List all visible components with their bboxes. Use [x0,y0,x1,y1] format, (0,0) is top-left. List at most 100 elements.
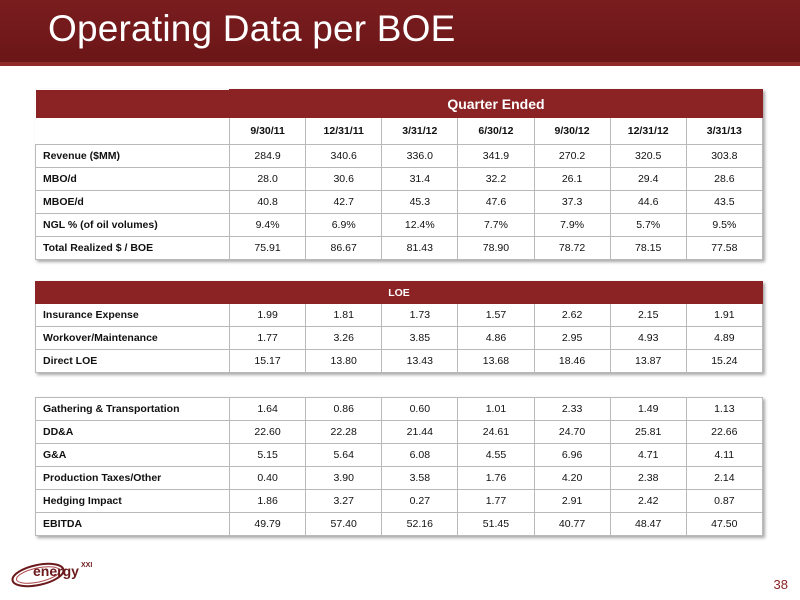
table-cell: 86.67 [305,236,383,260]
table-cell: 270.2 [533,144,611,168]
table-row: G&A 5.15 5.64 6.08 4.55 6.96 4.71 4.11 [35,443,763,467]
table-cell: 1.49 [609,397,687,421]
row-label: Production Taxes/Other [35,466,230,490]
table-cell: 40.77 [533,512,611,536]
dates-spacer [35,117,230,145]
table-cell: 4.55 [457,443,535,467]
table-cell: 13.87 [609,349,687,373]
operating-data-table: Quarter Ended 9/30/11 12/31/11 3/31/12 6/30… [35,89,763,260]
table-cell: 37.3 [533,190,611,214]
energy-xxi-logo [11,562,65,588]
logo-wordmark: energy [33,563,79,579]
table-cell: 0.40 [228,466,307,490]
table-row: Total Realized $ / BOE 75.91 86.67 81.43 78.… [35,236,763,260]
table-cell: 340.6 [305,144,383,168]
table-cell: 1.57 [457,303,535,327]
loe-header: LOE [35,281,763,304]
table-cell: 45.3 [381,190,459,214]
table-cell: 320.5 [609,144,687,168]
table-row: Hedging Impact 1.86 3.27 0.27 1.77 2.91 2.42 0.… [35,489,763,513]
table-cell: 81.43 [381,236,459,260]
table-cell: 284.9 [228,144,307,168]
table-row: DD&A 22.60 22.28 21.44 24.61 24.70 25.81 22.66 [35,420,763,444]
table-cell: 51.45 [457,512,535,536]
table-cell: 4.20 [533,466,611,490]
table-row: Gathering & Transportation 1.64 0.86 0.60 1.… [35,397,763,421]
table-cell: 1.73 [381,303,459,327]
table-cell: 4.93 [609,326,687,350]
table-cell: 341.9 [457,144,535,168]
row-label: Insurance Expense [35,303,230,327]
loe-table: LOE Insurance Expense 1.99 1.81 1.73 1.57 2.6… [35,281,763,373]
table-row: Workover/Maintenance 1.77 3.26 3.85 4.86 2.95… [35,326,763,350]
table-cell: 303.8 [685,144,763,168]
table-cell: 75.91 [228,236,307,260]
table-cell: 2.95 [533,326,611,350]
table-cell: 3.26 [305,326,383,350]
table-cell: 52.16 [381,512,459,536]
table-cell: 12.4% [381,213,459,237]
table-cell: 13.68 [457,349,535,373]
table-cell: 18.46 [533,349,611,373]
table-row: MBOE/d 40.8 42.7 45.3 47.6 37.3 44.6 43.5 [35,190,763,214]
table-cell: 2.91 [533,489,611,513]
row-label: Workover/Maintenance [35,326,230,350]
row-label: NGL % (of oil volumes) [35,213,230,237]
table-cell: 1.81 [305,303,383,327]
table-cell: 6.9% [305,213,383,237]
row-label: MBOE/d [35,190,230,214]
table-cell: 1.77 [228,326,307,350]
table-cell: 1.01 [457,397,535,421]
header-spacer [35,89,230,118]
date-header: 12/31/11 [305,117,383,145]
table-cell: 78.90 [457,236,535,260]
table-cell: 29.4 [609,167,687,191]
table-cell: 6.96 [533,443,611,467]
date-header: 9/30/11 [228,117,307,145]
table-cell: 22.28 [305,420,383,444]
title-bar [0,0,800,66]
table-cell: 0.87 [685,489,763,513]
table-cell: 42.7 [305,190,383,214]
table-cell: 31.4 [381,167,459,191]
row-label: Direct LOE [35,349,230,373]
date-header: 3/31/12 [381,117,459,145]
table-cell: 22.60 [228,420,307,444]
table-cell: 3.58 [381,466,459,490]
table-cell: 5.7% [609,213,687,237]
table-cell: 1.64 [228,397,307,421]
table-cell: 49.79 [228,512,307,536]
row-label: MBO/d [35,167,230,191]
table-cell: 24.61 [457,420,535,444]
table-cell: 2.14 [685,466,763,490]
table-cell: 6.08 [381,443,459,467]
table-cell: 77.58 [685,236,763,260]
table-cell: 0.27 [381,489,459,513]
table-cell: 22.66 [685,420,763,444]
table-cell: 25.81 [609,420,687,444]
table-cell: 3.27 [305,489,383,513]
table-cell: 28.0 [228,167,307,191]
table-cell: 0.60 [381,397,459,421]
table-cell: 2.38 [609,466,687,490]
table-cell: 13.80 [305,349,383,373]
row-label: Gathering & Transportation [35,397,230,421]
table-cell: 2.33 [533,397,611,421]
quarter-ended-header: Quarter Ended [229,89,763,118]
table-cell: 7.9% [533,213,611,237]
date-header: 12/31/12 [609,117,687,145]
row-label: DD&A [35,420,230,444]
table-cell: 5.15 [228,443,307,467]
table-cell: 21.44 [381,420,459,444]
date-header: 6/30/12 [457,117,535,145]
row-label: Total Realized $ / BOE [35,236,230,260]
table-cell: 15.17 [228,349,307,373]
table-cell: 1.86 [228,489,307,513]
table-cell: 44.6 [609,190,687,214]
table-cell: 3.90 [305,466,383,490]
row-label: EBITDA [35,512,230,536]
table-cell: 9.5% [685,213,763,237]
table-cell: 26.1 [533,167,611,191]
table-cell: 0.86 [305,397,383,421]
row-label: Revenue ($MM) [35,144,230,168]
